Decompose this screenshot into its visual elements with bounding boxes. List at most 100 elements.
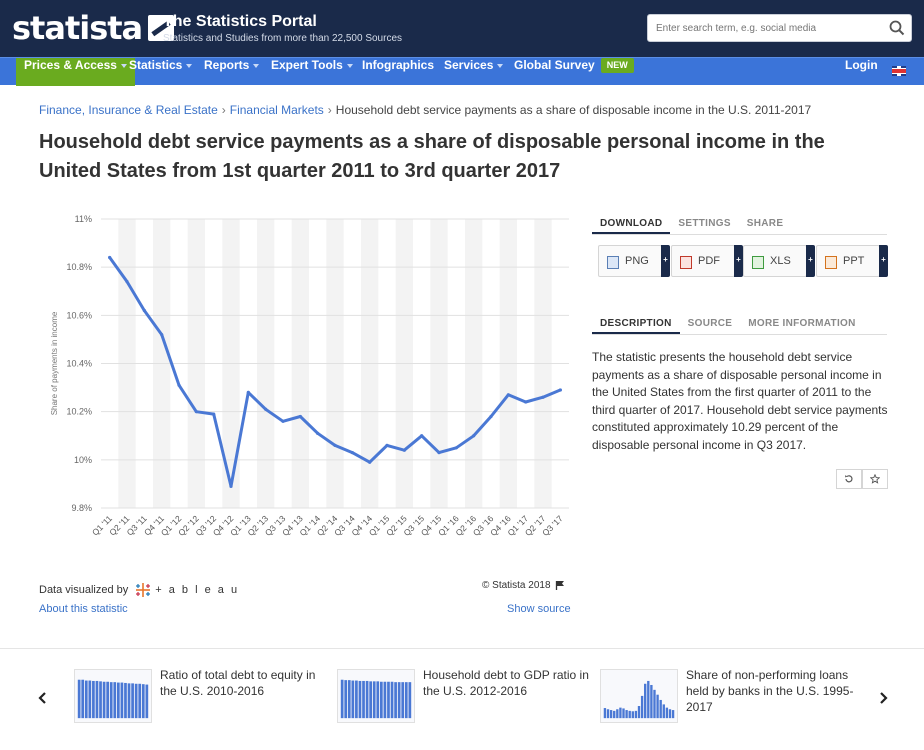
data-point [298, 414, 302, 419]
statista-logo[interactable]: statista [12, 9, 175, 47]
related-item[interactable]: Share of non-performing loans held by ba… [600, 667, 860, 727]
data-point [281, 419, 285, 423]
related-item[interactable]: Ratio of total debt to equity in the U.S… [74, 667, 334, 727]
related-thumbnail [600, 669, 678, 723]
thumbnail-bar [347, 680, 351, 719]
plus-icon[interactable]: + [734, 245, 743, 277]
login-link[interactable]: Login [845, 58, 878, 72]
logo-text: statista [12, 9, 143, 47]
nav-global-survey[interactable]: Global Survey NEW [506, 58, 642, 86]
thumbnail-bar [394, 682, 397, 719]
nav-statistics[interactable]: Statistics [121, 58, 200, 86]
download-label: PNG [625, 255, 649, 267]
plus-icon[interactable]: + [661, 245, 670, 277]
statistic-description: The statistic presents the household deb… [592, 350, 888, 452]
data-point [108, 255, 112, 260]
xls-file-icon [752, 256, 764, 269]
data-point [229, 484, 233, 488]
nav-infographics[interactable]: Infographics [354, 58, 442, 86]
thumbnail-bar [613, 710, 616, 719]
about-statistic-link[interactable]: About this statistic [39, 603, 128, 615]
visualized-by-label: Data visualized by [39, 584, 129, 596]
chevron-right-icon[interactable] [876, 689, 890, 707]
search-icon[interactable] [889, 20, 905, 36]
thumbnail-bar [631, 711, 634, 719]
thumbnail-bar [95, 680, 99, 719]
uk-flag-icon[interactable] [892, 66, 906, 76]
thumbnail-bar [369, 681, 373, 719]
flag-icon[interactable] [555, 580, 565, 591]
tab-more-information[interactable]: MORE INFORMATION [748, 318, 856, 329]
thumbnail-bar [397, 682, 401, 719]
tab-settings[interactable]: SETTINGS [678, 218, 731, 229]
data-point [489, 414, 493, 419]
chevron-left-icon[interactable] [36, 689, 50, 707]
thumbnail-bar [116, 682, 120, 719]
related-item[interactable]: Household debt to GDP ratio in the U.S. … [337, 667, 597, 727]
thumbnail-bar [84, 680, 88, 719]
reset-icon [845, 475, 853, 483]
plus-icon[interactable]: + [879, 245, 888, 277]
show-source-link[interactable]: Show source [507, 603, 571, 615]
thumbnail-bar [408, 682, 412, 719]
line-chart[interactable]: 9.8% 10% 10.2% 10.4% 10.6% 10.8% 11% Share of p… [39, 200, 579, 580]
breadcrumb-link-financial-markets[interactable]: Financial Markets [229, 103, 324, 117]
chevron-down-icon [497, 63, 504, 68]
data-point [177, 383, 181, 387]
y-tick-label: 10.2% [66, 407, 92, 417]
download-xls-button[interactable]: XLS + [743, 245, 815, 277]
tab-share[interactable]: SHARE [746, 218, 784, 229]
thumbnail-bar [659, 699, 662, 719]
thumbnail-bar [134, 683, 138, 719]
data-point [472, 434, 476, 438]
tab-description[interactable]: DESCRIPTION [592, 313, 680, 334]
thumbnail-bar [665, 707, 669, 719]
tableau-credit: Data visualized by + a b l e a u [39, 581, 239, 599]
tableau-logo: + a b l e a u [134, 581, 239, 599]
nav-expert-tools[interactable]: Expert Tools [263, 58, 361, 86]
data-point [541, 395, 545, 399]
utility-buttons [836, 469, 888, 489]
thumbnail-bar [625, 710, 628, 719]
thumbnail-bar [603, 708, 607, 719]
nav-label: Expert Tools [271, 58, 343, 72]
thumbnail-bar [376, 681, 380, 719]
search-input[interactable] [648, 15, 878, 41]
tab-source[interactable]: SOURCE [687, 318, 733, 329]
portal-title: The Statistics Portal [163, 13, 317, 30]
data-point [454, 446, 458, 450]
breadcrumb-link-finance[interactable]: Finance, Insurance & Real Estate [39, 103, 218, 117]
data-point [506, 393, 510, 397]
thumbnail-bar [662, 704, 665, 719]
thumbnail-bar [141, 684, 145, 719]
download-ppt-button[interactable]: PPT + [816, 245, 888, 277]
thumbnail-bar [77, 679, 81, 719]
favorite-button[interactable] [862, 469, 888, 489]
thumbnail-bar [671, 710, 675, 719]
nav-prices-access[interactable]: Prices & Access [16, 58, 135, 86]
nav-reports[interactable]: Reports [196, 58, 267, 86]
data-point [368, 460, 372, 464]
data-point [437, 451, 441, 455]
thumbnail-bar [644, 683, 647, 719]
related-statistics: Ratio of total debt to equity in the U.S… [0, 648, 924, 750]
tab-download[interactable]: DOWNLOAD [592, 213, 671, 234]
data-point [212, 412, 216, 416]
nav-services[interactable]: Services [436, 58, 511, 86]
data-point [316, 431, 320, 435]
chevron-down-icon [253, 63, 260, 68]
download-label: PPT [843, 255, 865, 267]
thumbnail-bar [650, 684, 653, 719]
thumbnail-bar [656, 694, 659, 719]
plus-icon[interactable]: + [806, 245, 815, 277]
thumbnail-bar [340, 679, 344, 719]
thumbnail-bar [619, 707, 622, 719]
thumbnail-bar [606, 709, 610, 719]
thumbnail-bar [387, 681, 390, 719]
thumbnail-bar [622, 708, 625, 719]
reset-button[interactable] [836, 469, 862, 489]
y-tick-label: 10% [74, 455, 92, 465]
download-pdf-button[interactable]: PDF + [671, 245, 743, 277]
thumbnail-bar [668, 709, 672, 719]
download-png-button[interactable]: PNG + [598, 245, 670, 277]
